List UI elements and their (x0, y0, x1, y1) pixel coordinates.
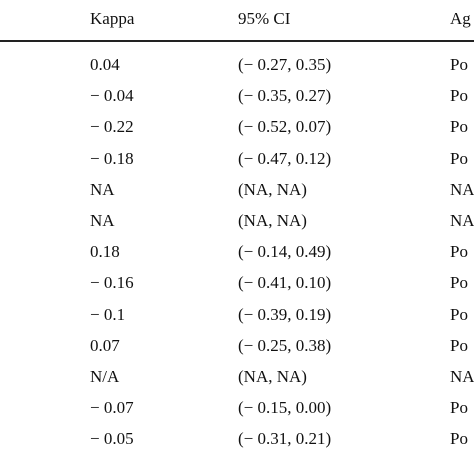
kappa-cell: − 0.22 (90, 117, 134, 136)
table-row: N/A (NA, NA) NA (0, 367, 474, 397)
agreement-cell: NA (450, 367, 474, 386)
table-row: 0.04 (− 0.27, 0.35) Po (0, 55, 474, 85)
agreement-cell: Po (450, 398, 468, 417)
agreement-cell: Po (450, 86, 468, 105)
table-header: Kappa 95% CI Ag (0, 0, 474, 40)
header-agreement: Ag (450, 9, 471, 28)
agreement-cell: Po (450, 55, 468, 74)
kappa-cell: − 0.07 (90, 398, 134, 417)
agreement-cell: Po (450, 117, 468, 136)
kappa-cell: NA (90, 211, 115, 230)
kappa-cell: 0.18 (90, 242, 120, 261)
agreement-cell: NA (450, 180, 474, 199)
kappa-cell: − 0.1 (90, 305, 126, 324)
agreement-cell: Po (450, 242, 468, 261)
agreement-cell: Po (450, 273, 468, 292)
ci-cell: (NA, NA) (238, 211, 307, 230)
agreement-cell: Po (450, 429, 468, 448)
ci-cell: (− 0.35, 0.27) (238, 86, 332, 105)
table-row: 0.07 (− 0.25, 0.38) Po (0, 336, 474, 366)
ci-cell: (NA, NA) (238, 180, 307, 199)
kappa-cell: − 0.05 (90, 429, 134, 448)
ci-cell: (− 0.52, 0.07) (238, 117, 332, 136)
table-row: − 0.1 (− 0.39, 0.19) Po (0, 305, 474, 335)
table-row: − 0.22 (− 0.52, 0.07) Po (0, 117, 474, 147)
table-row: NA (NA, NA) NA (0, 211, 474, 241)
ci-cell: (NA, NA) (238, 367, 307, 386)
ci-cell: (− 0.31, 0.21) (238, 429, 332, 448)
ci-cell: (− 0.47, 0.12) (238, 149, 332, 168)
table-row: − 0.16 (− 0.41, 0.10) Po (0, 273, 474, 303)
table-row: − 0.18 (− 0.47, 0.12) Po (0, 149, 474, 179)
kappa-cell: N/A (90, 367, 120, 386)
agreement-cell: Po (450, 149, 468, 168)
ci-cell: (− 0.41, 0.10) (238, 273, 332, 292)
table-row: − 0.07 (− 0.15, 0.00) Po (0, 398, 474, 428)
kappa-cell: 0.07 (90, 336, 120, 355)
header-95-ci: 95% CI (238, 9, 291, 28)
agreement-cell: Po (450, 305, 468, 324)
kappa-cell: − 0.04 (90, 86, 134, 105)
agreement-cell: NA (450, 211, 474, 230)
kappa-cell: − 0.18 (90, 149, 134, 168)
agreement-cell: Po (450, 336, 468, 355)
table-row: − 0.05 (− 0.31, 0.21) Po (0, 429, 474, 459)
kappa-cell: NA (90, 180, 115, 199)
ci-cell: (− 0.15, 0.00) (238, 398, 332, 417)
ci-cell: (− 0.14, 0.49) (238, 242, 332, 261)
table-row: − 0.04 (− 0.35, 0.27) Po (0, 86, 474, 116)
header-kappa: Kappa (90, 9, 135, 28)
table-row: NA (NA, NA) NA (0, 180, 474, 210)
table-row: 0.18 (− 0.14, 0.49) Po (0, 242, 474, 272)
kappa-cell: 0.04 (90, 55, 120, 74)
ci-cell: (− 0.39, 0.19) (238, 305, 332, 324)
ci-cell: (− 0.25, 0.38) (238, 336, 332, 355)
kappa-cell: − 0.16 (90, 273, 134, 292)
ci-cell: (− 0.27, 0.35) (238, 55, 332, 74)
header-rule (0, 40, 474, 42)
